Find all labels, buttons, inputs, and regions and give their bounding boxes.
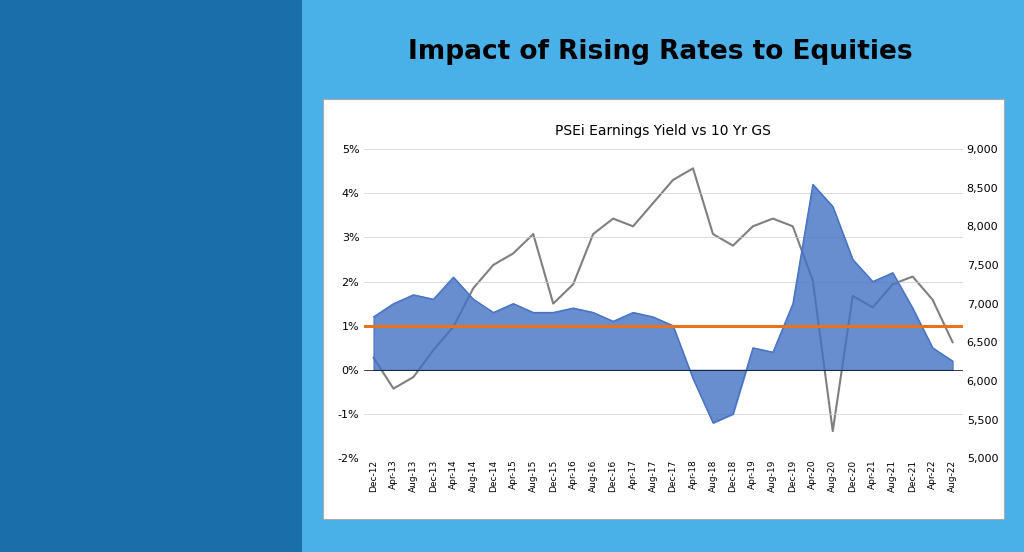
Title: PSEi Earnings Yield vs 10 Yr GS: PSEi Earnings Yield vs 10 Yr GS (555, 124, 771, 138)
Text: Impact of Rising Rates to Equities: Impact of Rising Rates to Equities (409, 39, 912, 65)
